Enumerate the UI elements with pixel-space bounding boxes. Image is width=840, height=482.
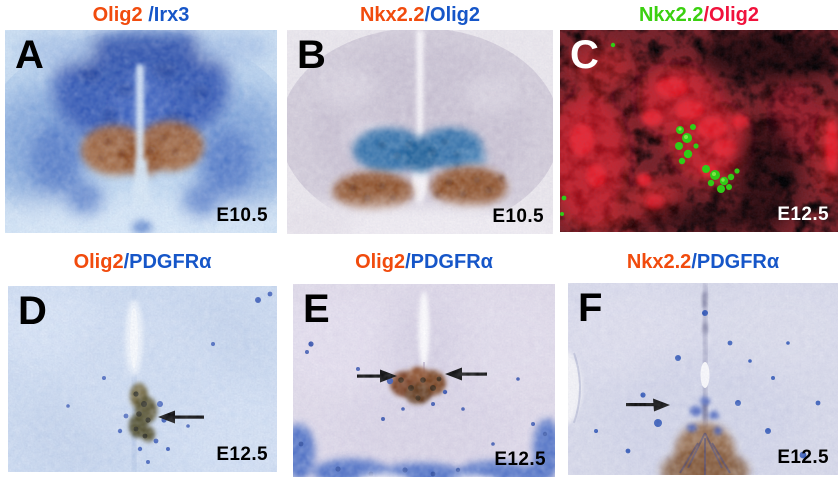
- title-marker-pdgfra: /PDGFRα: [405, 251, 493, 273]
- title-marker-olig2: Olig2: [92, 4, 149, 26]
- micrograph-panel-C: C E12.5: [560, 30, 838, 232]
- panel-title-E: Olig2/PDGFRα: [293, 250, 555, 274]
- title-marker-olig2: /Olig2: [703, 4, 760, 26]
- micrograph-image-A: [5, 30, 277, 233]
- panel-letter-E: E: [303, 287, 330, 331]
- micrograph-image-B: [287, 30, 553, 234]
- title-marker-nkx22: Nkx2.2: [638, 4, 704, 26]
- title-marker-olig2: Olig2: [355, 251, 406, 273]
- panel-letter-A: A: [15, 33, 44, 77]
- panel-letter-B: B: [297, 33, 326, 77]
- micrograph-panel-B: B E10.5: [287, 30, 553, 234]
- stage-label-E: E12.5: [494, 449, 546, 470]
- title-marker-pdgfra: /PDGFRα: [691, 251, 780, 273]
- title-marker-olig2: /Olig2: [424, 4, 481, 26]
- micrograph-image-D: [8, 286, 277, 472]
- panel-title-B: Nkx2.2/Olig2: [287, 3, 553, 27]
- micrograph-panel-A: A E10.5: [5, 30, 277, 233]
- stage-label-F: E12.5: [777, 447, 829, 468]
- micrograph-image-F: [568, 283, 838, 475]
- micrograph-image-E: [293, 284, 555, 477]
- panel-letter-C: C: [570, 33, 599, 77]
- title-marker-olig2: Olig2: [73, 251, 124, 273]
- stage-label-A: E10.5: [216, 205, 268, 226]
- stage-label-C: E12.5: [777, 204, 829, 225]
- panel-title-C: Nkx2.2/Olig2: [560, 3, 838, 27]
- micrograph-panel-F: F E12.5: [568, 283, 838, 475]
- title-marker-nkx22: Nkx2.2: [359, 4, 425, 26]
- panel-title-D: Olig2/PDGFRα: [8, 250, 277, 274]
- title-marker-nkx22: Nkx2.2: [626, 251, 692, 273]
- panel-letter-D: D: [18, 289, 47, 333]
- panel-title-F: Nkx2.2/PDGFRα: [568, 250, 838, 274]
- stage-label-B: E10.5: [492, 206, 544, 227]
- stage-label-D: E12.5: [216, 444, 268, 465]
- title-marker-irx3: /Irx3: [148, 4, 190, 26]
- panel-title-A: Olig2 /Irx3: [5, 3, 277, 27]
- title-marker-pdgfra: /PDGFRα: [123, 251, 212, 273]
- micrograph-panel-D: D E12.5: [8, 286, 277, 472]
- micrograph-panel-E: E E12.5: [293, 284, 555, 477]
- micrograph-image-C: [560, 30, 838, 232]
- panel-letter-F: F: [578, 286, 603, 330]
